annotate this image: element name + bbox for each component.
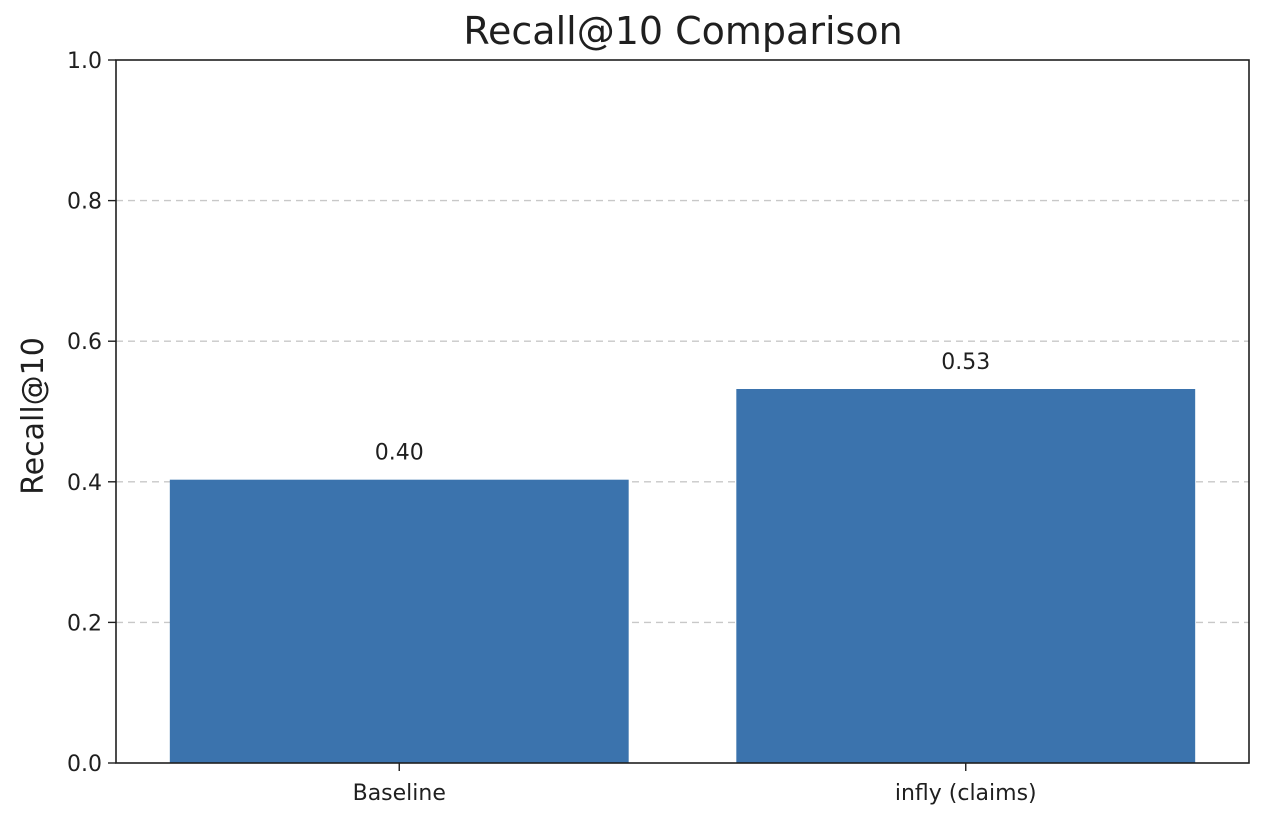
y-axis-label: Recall@10 <box>16 337 51 495</box>
y-tick-label: 0.0 <box>67 752 102 777</box>
x-tick-label: Baseline <box>353 781 446 806</box>
y-tick-label: 1.0 <box>67 49 102 74</box>
bar-value-label: 0.53 <box>941 350 990 375</box>
bar-1 <box>736 389 1195 763</box>
y-tick-label: 0.6 <box>67 330 102 355</box>
y-tick-label: 0.8 <box>67 190 102 215</box>
y-tick-label: 0.4 <box>67 471 102 496</box>
x-axis-ticks: Baseline infly (claims) <box>353 763 1037 806</box>
chart-title: Recall@10 Comparison <box>463 9 902 53</box>
bars <box>170 389 1195 763</box>
y-tick-label: 0.2 <box>67 611 102 636</box>
y-axis-ticks: 0.0 0.2 0.4 0.6 0.8 1.0 <box>67 49 116 777</box>
bar-value-label: 0.40 <box>375 441 424 466</box>
x-tick-label: infly (claims) <box>895 781 1037 806</box>
bar-0 <box>170 480 629 763</box>
